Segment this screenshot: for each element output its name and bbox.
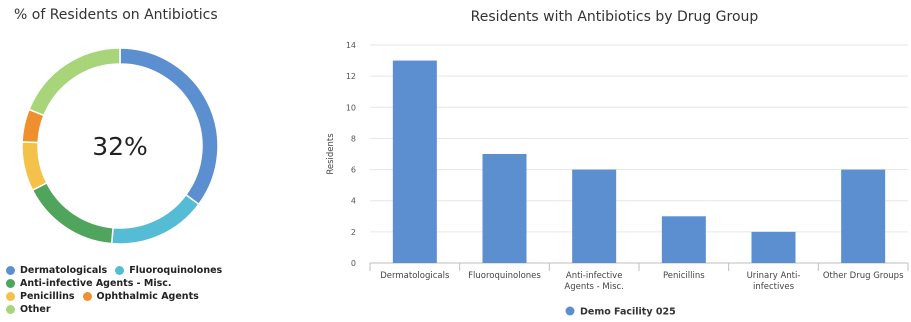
legend-swatch-icon: [115, 266, 125, 275]
y-tick-label: 2: [351, 228, 356, 237]
legend-row: Dermatologicals Fluoroquinolones: [6, 264, 246, 277]
x-tick-label: Anti-infective: [566, 271, 623, 281]
legend-swatch-icon: [565, 306, 575, 316]
x-tick-label: Urinary Anti-: [747, 271, 801, 281]
donut-title: % of Residents on Antibiotics: [14, 7, 218, 23]
x-tick-label: Penicillins: [663, 271, 705, 281]
legend-swatch-icon: [6, 292, 15, 301]
legend-label: Penicillins: [20, 291, 75, 302]
legend-label: Fluoroquinolones: [129, 265, 223, 276]
donut-slice-penicillins[interactable]: [21, 141, 48, 192]
legend-swatch-icon: [82, 292, 92, 301]
legend-row: Anti-infective Agents - Misc.: [6, 277, 246, 290]
legend-label: Dermatologicals: [20, 265, 108, 276]
legend-row: Penicillins Ophthalmic Agents: [6, 290, 246, 303]
legend-swatch-icon: [6, 266, 15, 275]
x-tick-label: Agents - Misc.: [564, 282, 624, 292]
x-tick-label: Other Drug Groups: [823, 271, 904, 281]
y-tick-label: 6: [351, 166, 356, 175]
donut-slice-anti-infective-agents-misc[interactable]: [31, 181, 114, 245]
legend-item-penicillins[interactable]: Penicillins: [6, 291, 75, 302]
bar-urinary-anti-infectives[interactable]: [751, 231, 796, 263]
y-tick-label: 14: [346, 41, 356, 50]
y-tick-label: 12: [346, 72, 356, 81]
donut-slice-dermatologicals[interactable]: [119, 47, 219, 206]
legend-item-anti-infective-agents-misc[interactable]: Anti-infective Agents - Misc.: [6, 278, 172, 289]
legend-label: Anti-infective Agents - Misc.: [20, 278, 172, 289]
bar-panel: 0 2 4 6 8 10 12 14 Residents Dermatologicals Fluor…: [318, 0, 911, 322]
y-axis-label: Residents: [326, 133, 336, 175]
legend-swatch-icon: [6, 305, 15, 314]
bar-anti-infective-agents-misc[interactable]: [572, 169, 617, 263]
y-tick-label: 0: [351, 259, 356, 268]
legend-item-ophthalmic-agents[interactable]: Ophthalmic Agents: [82, 291, 199, 302]
donut-slice-fluoroquinolones[interactable]: [110, 193, 200, 245]
legend-item-dermatologicals[interactable]: Dermatologicals: [6, 265, 107, 276]
donut-slice-other[interactable]: [28, 47, 121, 117]
legend-label: Other: [20, 304, 51, 315]
legend-label: Ophthalmic Agents: [96, 291, 199, 302]
x-tick-label: Dermatologicals: [380, 271, 450, 281]
y-tick-label: 8: [351, 134, 356, 143]
legend-item-fluoroquinolones[interactable]: Fluoroquinolones: [115, 265, 222, 276]
donut-chart: 32%: [21, 47, 219, 245]
donut-center-label: 32%: [92, 132, 148, 161]
bar-fluoroquinolones[interactable]: [482, 154, 527, 263]
bar-chart: 0 2 4 6 8 10 12 14 Residents Dermatologicals Fluor…: [326, 41, 909, 318]
legend-item-other[interactable]: Other: [6, 304, 51, 315]
donut-panel: % of Residents on Antibiotics 32% Dermat…: [0, 0, 240, 322]
bar-legend-label[interactable]: Demo Facility 025: [580, 307, 676, 318]
bar-other-drug-groups[interactable]: [841, 169, 886, 263]
y-tick-label: 4: [351, 197, 356, 206]
y-tick-label: 10: [346, 103, 356, 112]
legend-swatch-icon: [6, 279, 15, 288]
donut-legend: Dermatologicals Fluoroquinolones Anti-infe…: [6, 264, 246, 316]
x-tick-label: Fluoroquinolones: [468, 271, 541, 281]
bar-chart-title: Residents with Antibiotics by Drug Group: [470, 9, 759, 25]
bar-dermatologicals[interactable]: [392, 60, 437, 264]
bar-penicillins[interactable]: [661, 216, 706, 263]
legend-row: Other: [6, 303, 246, 316]
x-tick-label: infectives: [753, 282, 795, 292]
